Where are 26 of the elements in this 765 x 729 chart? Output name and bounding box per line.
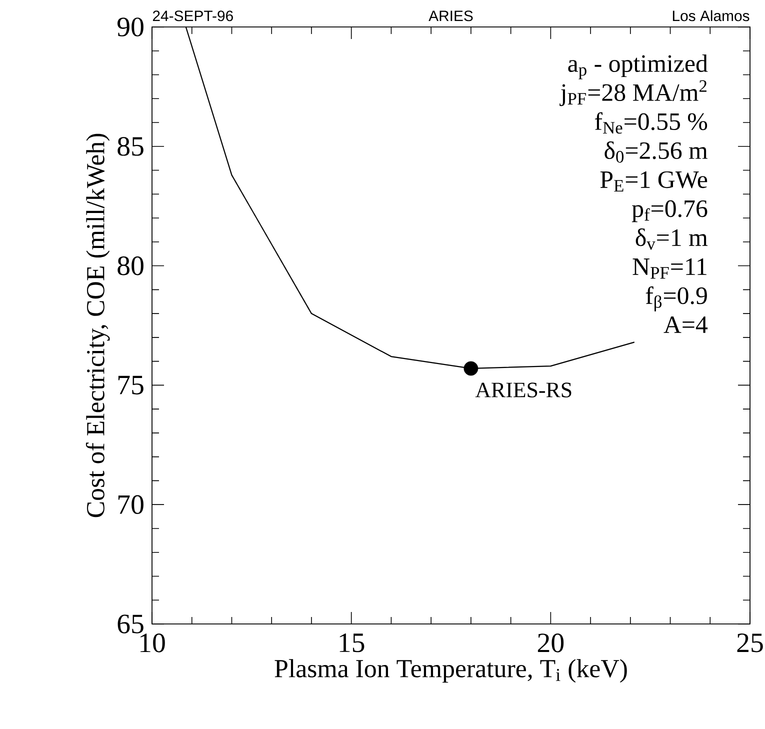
annotation: a$_{p}$ - optimized (568, 54, 708, 80)
x-tick-label: 25 (737, 634, 763, 652)
y-tick-label: 75 (118, 376, 144, 394)
x-tick-label: 15 (340, 634, 364, 652)
text: 24-SEPT-96 (152, 10, 233, 22)
x-axis-title: Plasma Ion Temperature, T$_{i}$ (keV) (274, 659, 627, 683)
annotation: f$_{β}$=0.9 (646, 286, 707, 312)
y-tick-label: 90 (118, 18, 144, 36)
y-tick-label: 80 (118, 256, 144, 276)
annotation: ARIES-RS (475, 382, 572, 398)
annotation: f$_{Ne}$=0.55 % (594, 112, 708, 134)
text: Los Alamos (672, 10, 750, 22)
y-tick-label: 70 (118, 495, 144, 514)
x-tick-label: 10 (140, 634, 165, 652)
y-tick-label: 65 (118, 614, 144, 634)
annotation: δ$_{0}$=2.56 m (604, 141, 708, 163)
annotation: p$_{f}$=0.76 (632, 200, 708, 222)
x-tick-label: 20 (538, 634, 564, 652)
annotation: δ$_{v}$=1 m (636, 228, 708, 250)
text: ARIES (428, 10, 473, 22)
annotation: N$_{PF}$=11 (632, 258, 706, 279)
annotation: j$_{PF}$=28 MA/m$^{2}$ (560, 80, 706, 106)
y-tick-label: 85 (118, 136, 144, 156)
y-axis-title: Cost of Electricity, COE (mill/kWeh) (86, 134, 110, 518)
annotation: P$_{E}$=1 GWe (600, 171, 708, 192)
annotation: A=4 (664, 316, 708, 333)
